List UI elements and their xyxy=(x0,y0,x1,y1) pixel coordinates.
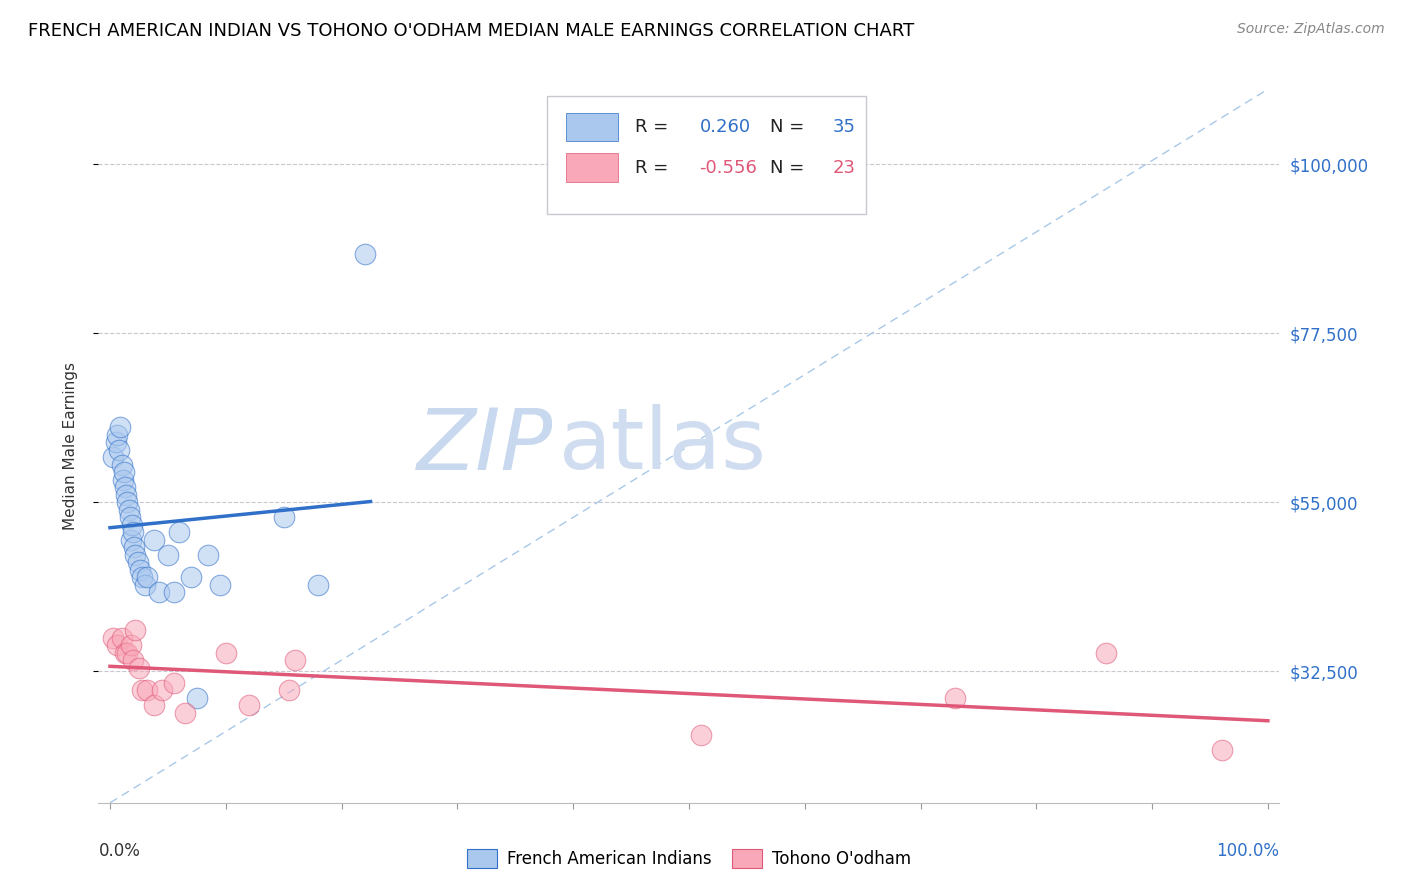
Point xyxy=(103,450,125,465)
Point xyxy=(114,646,136,660)
Y-axis label: Median Male Earnings: Median Male Earnings xyxy=(63,362,77,530)
Point xyxy=(208,578,231,592)
Point xyxy=(117,495,139,509)
Point xyxy=(215,646,238,660)
Text: 0.260: 0.260 xyxy=(700,118,751,136)
Point xyxy=(117,503,139,517)
Text: 35: 35 xyxy=(832,118,856,136)
Point xyxy=(163,675,186,690)
Point xyxy=(120,638,142,652)
Point xyxy=(121,517,143,532)
Point xyxy=(186,690,208,705)
Point xyxy=(104,435,127,450)
Point xyxy=(134,578,156,592)
Point xyxy=(197,548,219,562)
Point xyxy=(129,563,152,577)
Point xyxy=(122,525,145,540)
Point xyxy=(273,510,295,524)
Point xyxy=(120,533,142,547)
Point xyxy=(124,541,146,555)
Point xyxy=(110,631,132,645)
Point xyxy=(131,570,153,584)
Point xyxy=(238,698,260,713)
Point xyxy=(110,420,132,434)
Point xyxy=(169,525,191,540)
Point xyxy=(156,548,179,562)
Legend: French American Indians, Tohono O'odham: French American Indians, Tohono O'odham xyxy=(458,840,920,877)
Point xyxy=(117,646,139,660)
Text: ZIP: ZIP xyxy=(416,404,553,488)
Text: 100.0%: 100.0% xyxy=(1216,842,1279,860)
Point xyxy=(143,533,166,547)
Point xyxy=(150,683,173,698)
Text: R =: R = xyxy=(634,118,673,136)
Text: atlas: atlas xyxy=(560,404,768,488)
Point xyxy=(108,442,131,457)
Point xyxy=(278,683,301,698)
Text: -0.556: -0.556 xyxy=(700,159,758,177)
Text: 23: 23 xyxy=(832,159,856,177)
FancyBboxPatch shape xyxy=(547,96,866,214)
Point xyxy=(1094,646,1116,660)
Point xyxy=(136,570,159,584)
Text: R =: R = xyxy=(634,159,673,177)
Point xyxy=(118,510,141,524)
Point xyxy=(115,488,138,502)
Point xyxy=(307,578,329,592)
Point xyxy=(124,623,146,637)
Point xyxy=(353,247,375,261)
Point xyxy=(128,660,150,674)
Point xyxy=(114,480,136,494)
Point xyxy=(163,585,186,599)
Text: N =: N = xyxy=(770,159,810,177)
Point xyxy=(122,653,145,667)
Point xyxy=(284,653,307,667)
Point xyxy=(127,556,149,570)
Point xyxy=(105,638,128,652)
Point xyxy=(143,698,166,713)
Point xyxy=(180,570,202,584)
Point xyxy=(689,728,711,742)
Point xyxy=(174,706,197,720)
Point xyxy=(1211,743,1233,757)
Point xyxy=(943,690,966,705)
Text: 0.0%: 0.0% xyxy=(98,842,141,860)
Text: FRENCH AMERICAN INDIAN VS TOHONO O'ODHAM MEDIAN MALE EARNINGS CORRELATION CHART: FRENCH AMERICAN INDIAN VS TOHONO O'ODHAM… xyxy=(28,22,914,40)
Text: N =: N = xyxy=(770,118,810,136)
Point xyxy=(124,548,146,562)
Point xyxy=(111,473,134,487)
Point xyxy=(103,631,125,645)
FancyBboxPatch shape xyxy=(567,153,619,182)
Point xyxy=(148,585,170,599)
Point xyxy=(131,683,153,698)
Point xyxy=(105,427,128,442)
Text: Source: ZipAtlas.com: Source: ZipAtlas.com xyxy=(1237,22,1385,37)
Point xyxy=(112,465,135,479)
Point xyxy=(136,683,159,698)
FancyBboxPatch shape xyxy=(567,112,619,141)
Point xyxy=(110,458,132,472)
